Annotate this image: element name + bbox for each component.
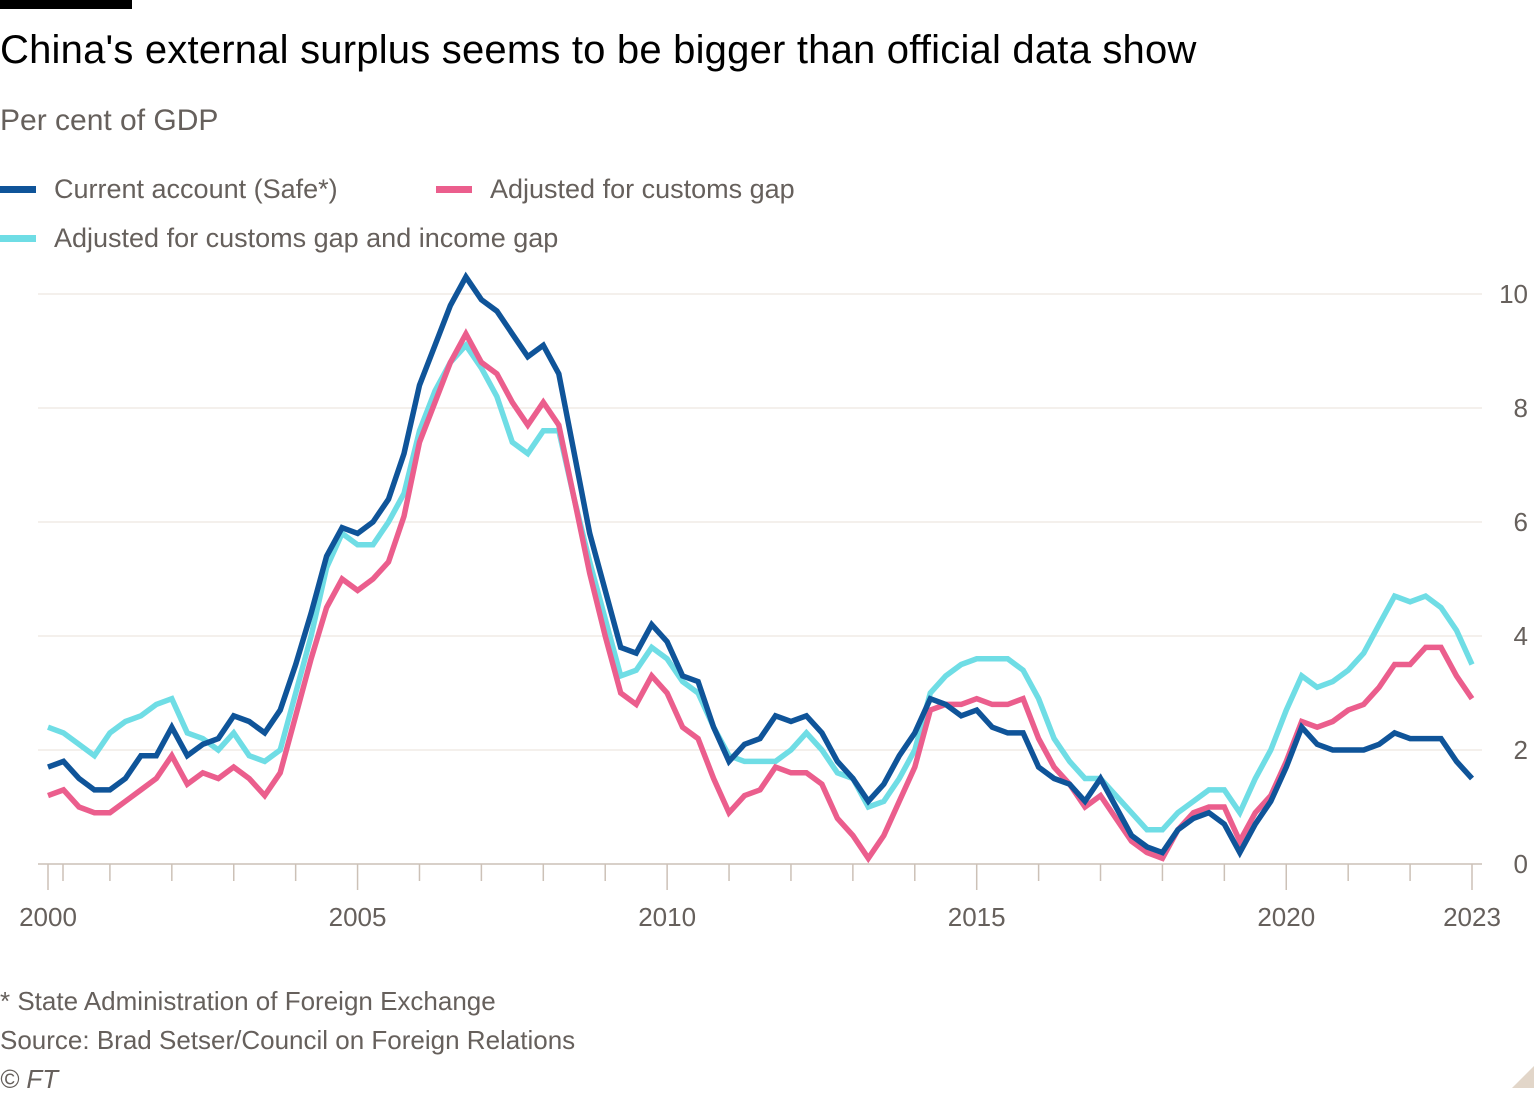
x-tick-label: 2005 xyxy=(329,902,387,932)
legend-label-customs-gap: Adjusted for customs gap xyxy=(490,174,795,204)
footnote: * State Administration of Foreign Exchan… xyxy=(0,986,496,1016)
y-tick-label: 4 xyxy=(1514,621,1528,651)
copyright: © FT xyxy=(0,1064,59,1094)
legend-item-customs-gap: Adjusted for customs gap xyxy=(436,174,795,205)
chart-subtitle: Per cent of GDP xyxy=(0,104,219,137)
series-line-adjusted-for-customs-gap xyxy=(47,328,1475,864)
legend-swatch-customs-gap xyxy=(436,186,472,193)
x-tick-label: 2015 xyxy=(948,902,1006,932)
legend-label-customs-income-gap: Adjusted for customs gap and income gap xyxy=(54,223,559,253)
legend-item-customs-income-gap: Adjusted for customs gap and income gap xyxy=(0,223,558,254)
series-lines xyxy=(47,271,1475,864)
y-tick-label: 6 xyxy=(1514,507,1528,537)
series-line-adjusted-for-customs-gap-and-income-gap xyxy=(47,340,1475,833)
x-axis: 2000 2005 2010 2015 2020 2023 xyxy=(19,864,1501,932)
source-note: Source: Brad Setser/Council on Foreign R… xyxy=(0,1025,576,1055)
corner-fold-icon xyxy=(1512,1066,1534,1088)
legend-swatch-current-account xyxy=(0,186,36,193)
series-line-current-account-safe xyxy=(47,271,1475,859)
gridlines xyxy=(38,293,1482,865)
legend-item-current-account: Current account (Safe*) xyxy=(0,174,338,205)
legend-swatch-customs-income-gap xyxy=(0,235,36,242)
y-tick-label: 10 xyxy=(1499,279,1528,309)
x-tick-label: 2010 xyxy=(638,902,696,932)
x-tick-label: 2023 xyxy=(1443,902,1501,932)
legend-label-current-account: Current account (Safe*) xyxy=(54,174,338,204)
x-tick-label: 2020 xyxy=(1257,902,1315,932)
brand-bar xyxy=(0,0,132,9)
x-tick-label: 2000 xyxy=(19,902,77,932)
y-axis: 0 2 4 6 8 10 xyxy=(1499,279,1528,879)
y-tick-label: 0 xyxy=(1514,849,1528,879)
y-tick-label: 8 xyxy=(1514,393,1528,423)
y-tick-label: 2 xyxy=(1514,735,1528,765)
chart-title: China's external surplus seems to be big… xyxy=(0,28,1197,72)
